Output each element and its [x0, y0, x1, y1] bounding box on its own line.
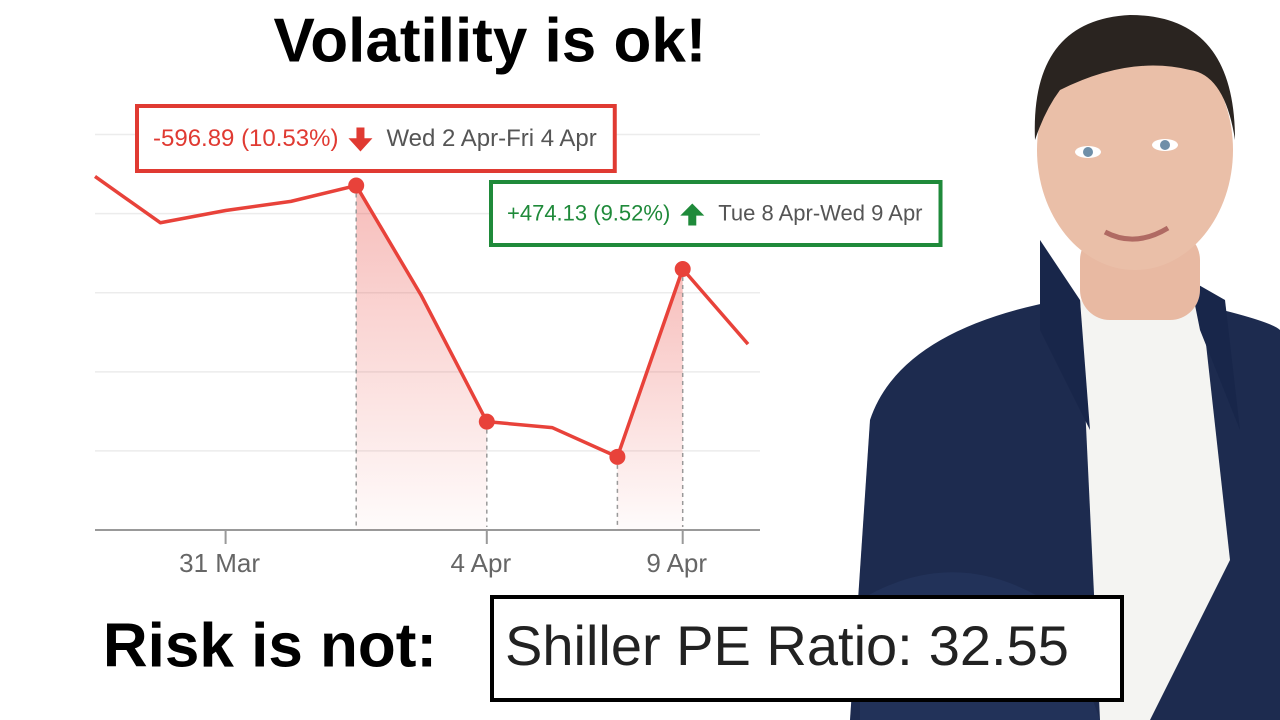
x-tick-label: 4 Apr [450, 548, 511, 578]
line [93, 175, 750, 459]
marker [348, 177, 365, 194]
footer-text: Risk is not: [103, 611, 437, 680]
annotation-dates: Tue 8 Apr-Wed 9 Apr [718, 200, 922, 225]
annotation-change: +474.13 (9.52%) [507, 200, 670, 225]
shade [617, 269, 683, 530]
annotation-dates: Wed 2 Apr-Fri 4 Apr [386, 125, 596, 152]
x-tick-label: 31 Mar [179, 548, 260, 578]
annotation-change: -596.89 (10.53%) [153, 125, 338, 152]
annotation-arrow [680, 203, 705, 226]
metric-box [490, 595, 1124, 702]
metric-value: 32.55 [929, 614, 1069, 677]
annotation-arrow [348, 127, 373, 152]
chart: 31 Mar 4 Apr 9 Apr -596.89 (10.53%) Wed 2 Ap… [93, 104, 943, 578]
shade [356, 185, 487, 531]
metric-label: Shiller PE Ratio: [505, 614, 913, 677]
marker [674, 261, 691, 277]
marker [609, 448, 626, 465]
marker [478, 413, 495, 430]
x-tick-label: 9 Apr [646, 548, 707, 578]
title: Volatility is ok! [274, 6, 707, 75]
annotation-box [135, 104, 617, 173]
annotation-box [489, 180, 943, 247]
